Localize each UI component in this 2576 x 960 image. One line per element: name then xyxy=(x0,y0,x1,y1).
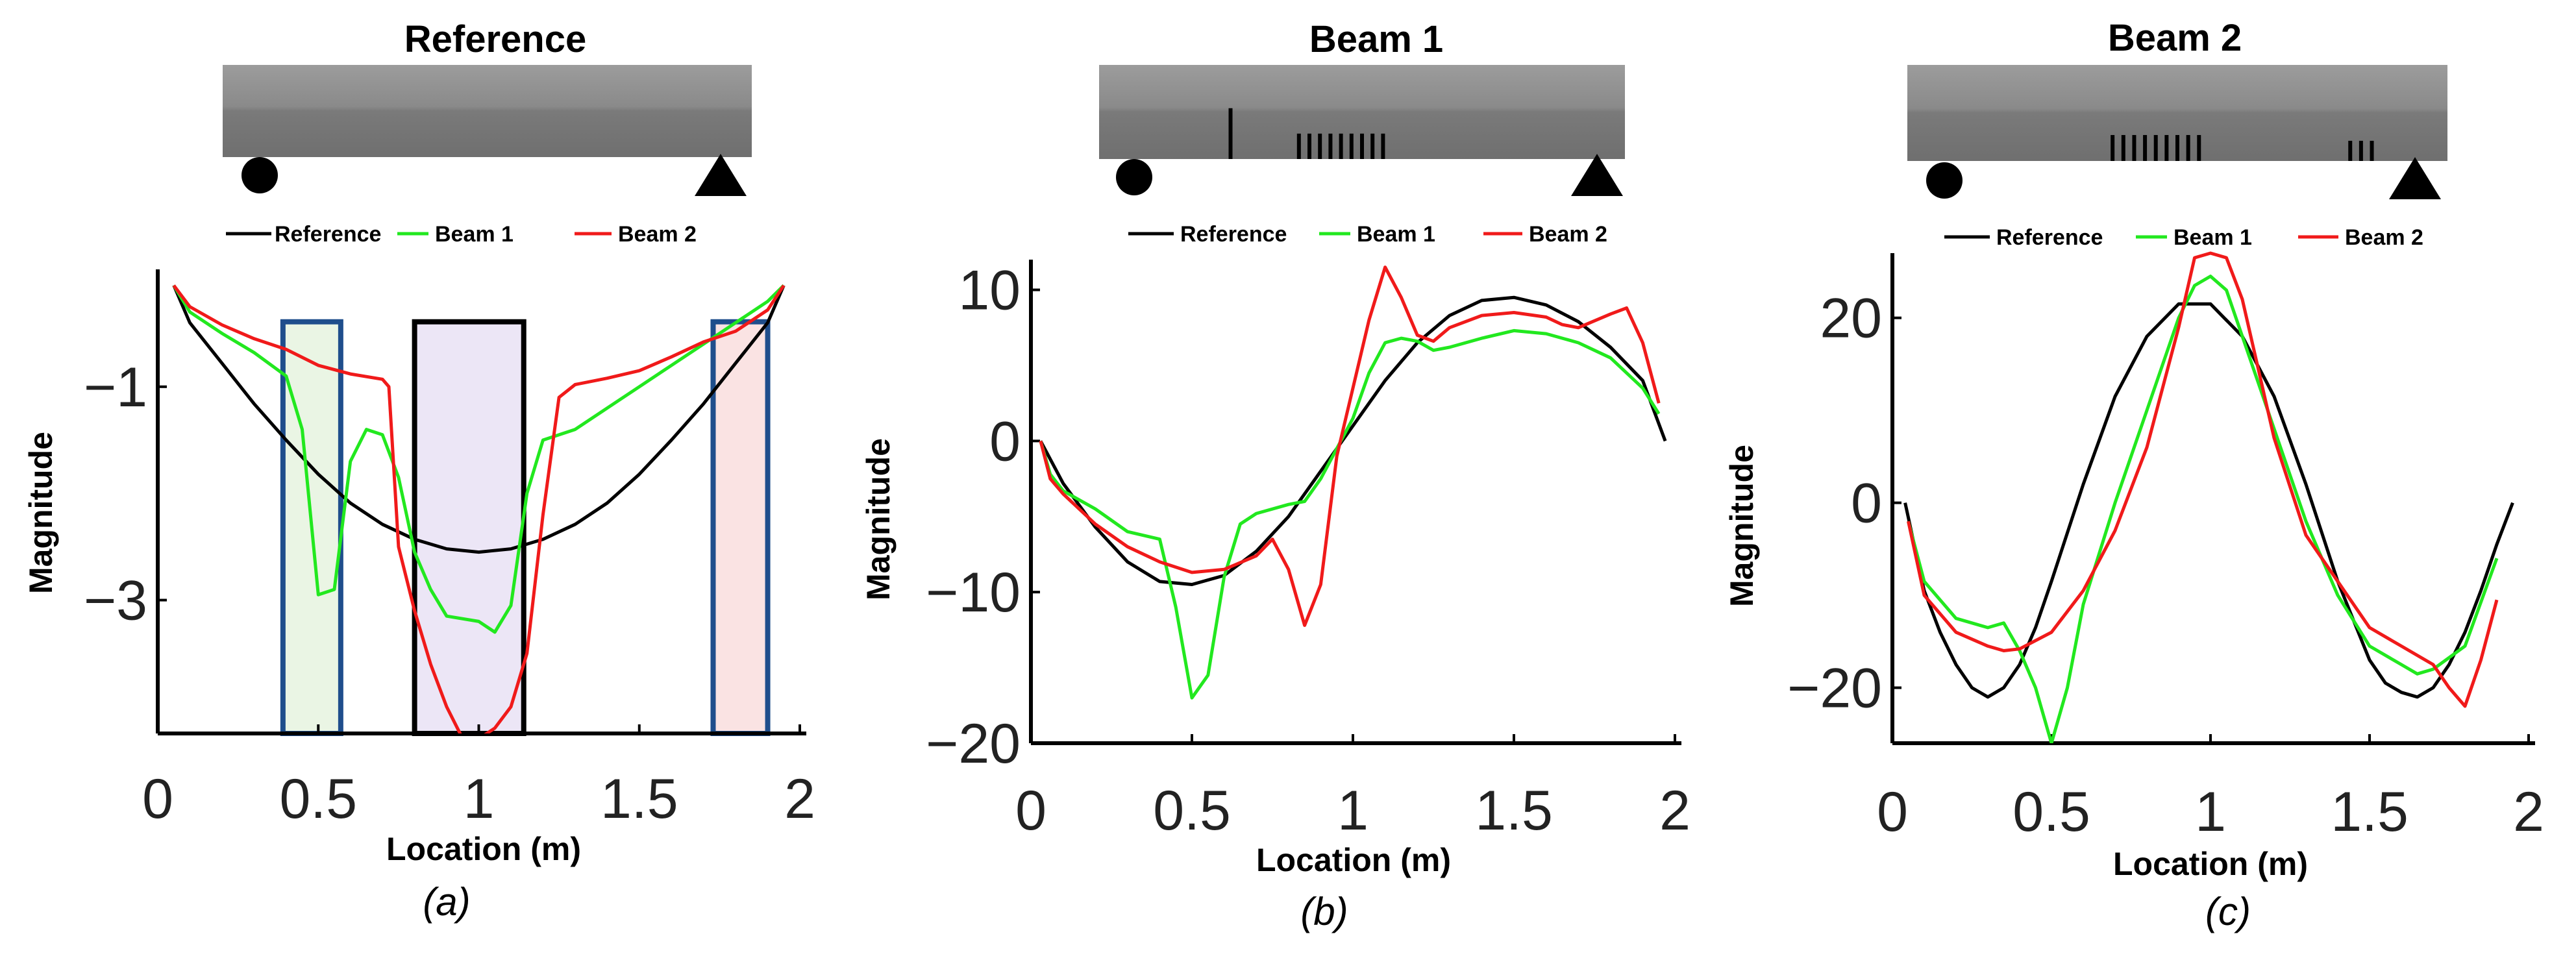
beam-crack-mark xyxy=(2370,140,2374,161)
series-line-reference xyxy=(1903,302,2514,699)
beam-crack-mark xyxy=(1307,133,1311,159)
beam-crack-mark xyxy=(1381,133,1385,159)
beam-crack-mark xyxy=(2186,135,2190,161)
x-tick-label: 1.5 xyxy=(2331,781,2409,843)
series-line-beam-2 xyxy=(1907,251,2499,708)
beam-crack-mark xyxy=(2111,135,2115,161)
x-tick-label: 0 xyxy=(1877,781,1908,843)
x-tick-label: 1.5 xyxy=(601,768,678,830)
roller-support-triangle-icon xyxy=(2389,157,2441,199)
legend-label-reference: Reference xyxy=(1180,222,1287,247)
highlight-box xyxy=(710,319,771,736)
legend-label-beam-2: Beam 2 xyxy=(2345,225,2423,250)
beam-crack-mark xyxy=(2197,135,2201,161)
x-tick-label: 2 xyxy=(2513,781,2544,843)
beam-crack-mark xyxy=(1339,133,1343,159)
beam-crack-mark xyxy=(2153,135,2158,161)
legend-label-beam-2: Beam 2 xyxy=(618,222,697,247)
x-tick-label: 1 xyxy=(464,768,495,830)
panel-caption: (b) xyxy=(1300,890,1348,933)
beam-crack-mark xyxy=(2121,135,2125,161)
legend-label-beam-2: Beam 2 xyxy=(1529,222,1607,247)
x-axis-label: Location (m) xyxy=(386,831,581,867)
legend-label-beam-1: Beam 1 xyxy=(1357,222,1435,247)
legend-label-beam-1: Beam 1 xyxy=(435,222,514,247)
x-tick-label: 0.5 xyxy=(2012,781,2090,843)
x-tick-label: 1.5 xyxy=(1475,780,1553,842)
chart-title: Beam 1 xyxy=(1309,18,1443,60)
y-tick-label: 0 xyxy=(1851,473,1882,535)
beam-crack-mark xyxy=(2164,135,2169,161)
beam-crack-mark xyxy=(2348,140,2353,161)
panel-caption: (c) xyxy=(2205,890,2251,933)
highlight-box xyxy=(412,319,526,736)
y-axis-label: Magnitude xyxy=(1724,445,1760,607)
chart-title: Beam 2 xyxy=(2108,17,2242,59)
beam-crack-mark xyxy=(2132,135,2136,161)
x-tick-label: 0 xyxy=(142,768,173,830)
beam-crack-mark xyxy=(2359,140,2363,161)
panel-reference: Reference Reference Beam 1 Beam 2 0 0.5 1 1.5 2 −… xyxy=(23,18,815,924)
beam-crack-mark xyxy=(1296,133,1301,159)
x-tick-label: 2 xyxy=(784,768,815,830)
pin-support-icon xyxy=(1116,159,1152,195)
panel-beam-2: Beam 2 Reference Beam 1 Beam 2 0 0.5 1 1.5 2 20 0 −… xyxy=(1724,17,2544,933)
y-tick-label: 20 xyxy=(1820,288,1882,350)
beam-body xyxy=(223,65,752,157)
beam-crack-mark xyxy=(1360,133,1364,159)
y-axis-label: Magnitude xyxy=(23,432,59,594)
x-tick-label: 0.5 xyxy=(279,768,357,830)
y-tick-label: 10 xyxy=(958,260,1021,322)
roller-support-triangle-icon xyxy=(1571,154,1623,196)
legend-label-reference: Reference xyxy=(1996,225,2103,250)
x-axis-label: Location (m) xyxy=(1256,842,1451,878)
x-tick-label: 0 xyxy=(1015,780,1046,842)
y-tick-label: −20 xyxy=(1787,658,1882,720)
beam-crack-mark xyxy=(1370,133,1375,159)
x-tick-label: 1 xyxy=(1337,780,1368,842)
beam-crack-mark xyxy=(2143,135,2148,161)
pin-support-icon xyxy=(242,157,278,193)
beam-crack-mark xyxy=(1349,133,1354,159)
y-axis-label: Magnitude xyxy=(860,438,897,600)
legend-label-beam-1: Beam 1 xyxy=(2174,225,2252,250)
x-tick-label: 0.5 xyxy=(1153,780,1231,842)
series-line-reference xyxy=(1039,295,1667,586)
series-line-reference xyxy=(172,284,786,554)
y-tick-label: −10 xyxy=(926,561,1021,624)
beam-crack-mark xyxy=(1318,133,1322,159)
y-tick-label: 0 xyxy=(989,410,1021,473)
y-tick-label: −3 xyxy=(84,570,147,632)
series-line-beam-2 xyxy=(172,284,786,733)
pin-support-icon xyxy=(1926,162,1963,199)
series-line-beam-1 xyxy=(1907,275,2499,743)
series-line-beam-2 xyxy=(1039,265,1661,627)
beam-crack-mark xyxy=(1228,108,1233,159)
chart-title: Reference xyxy=(404,18,586,60)
y-tick-label: −1 xyxy=(84,356,147,419)
series-line-beam-1 xyxy=(172,284,786,634)
legend-label-reference: Reference xyxy=(275,222,381,247)
y-tick-label: −20 xyxy=(926,713,1021,775)
panel-caption: (a) xyxy=(423,880,470,924)
x-axis-label: Location (m) xyxy=(2113,846,2308,882)
beam-crack-mark xyxy=(1328,133,1333,159)
roller-support-triangle-icon xyxy=(695,154,747,196)
beam-crack-mark xyxy=(2175,135,2179,161)
series-line-beam-1 xyxy=(1039,328,1661,700)
x-tick-label: 1 xyxy=(2195,781,2226,843)
x-tick-label: 2 xyxy=(1659,780,1690,842)
